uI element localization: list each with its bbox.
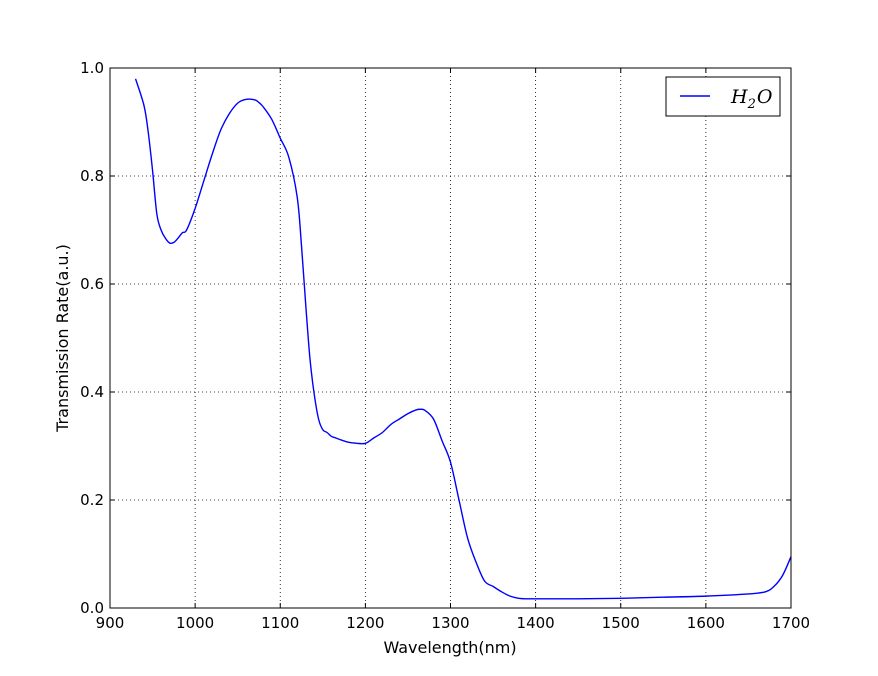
axis-ticks (109, 67, 792, 609)
series-layer (134, 78, 792, 600)
x-tick-label: 900 (96, 614, 125, 632)
y-tick-label: 0.4 (80, 383, 104, 401)
legend: H2O (665, 76, 781, 117)
axis-tick-labels: 900 1000 1100 1200 1300 1400 1500 1600 1700 0.0 0.… (80, 59, 810, 632)
y-tick-label: 1.0 (80, 59, 104, 77)
legend-label-var: H (730, 86, 748, 108)
series-line-h2o (134, 78, 792, 600)
y-tick-label: 0.8 (80, 167, 104, 185)
y-tick-label: 0.6 (80, 275, 104, 293)
x-tick-label: 1500 (602, 614, 640, 632)
x-tick-label: 1000 (176, 614, 214, 632)
x-tick-label: 1700 (772, 614, 810, 632)
x-axis-label: Wavelength(nm) (383, 638, 516, 657)
y-tick-label: 0.0 (80, 599, 104, 617)
legend-label-rest: O (757, 86, 773, 108)
x-tick-label: 1400 (517, 614, 555, 632)
legend-label-sub: 2 (747, 97, 756, 112)
x-tick-label: 1300 (431, 614, 469, 632)
x-tick-label: 1100 (261, 614, 299, 632)
legend-entry-label: H2O (730, 86, 773, 112)
x-tick-label: 1200 (346, 614, 384, 632)
y-axis-label: Transmission Rate(a.u.) (53, 244, 72, 433)
y-tick-label: 0.2 (80, 491, 104, 509)
x-tick-label: 1600 (687, 614, 725, 632)
